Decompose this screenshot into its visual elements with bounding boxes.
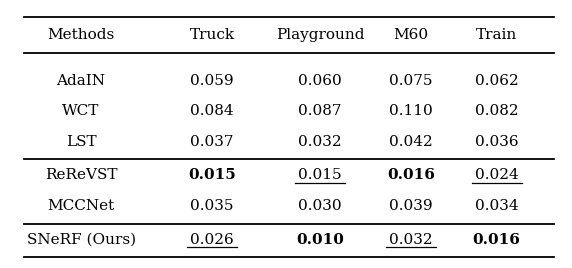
Text: 0.010: 0.010 (296, 233, 344, 247)
Text: 0.075: 0.075 (390, 74, 433, 88)
Text: 0.042: 0.042 (390, 135, 433, 149)
Text: 0.015: 0.015 (299, 168, 342, 182)
Text: 0.087: 0.087 (299, 104, 342, 118)
Text: M60: M60 (394, 28, 429, 42)
Text: 0.059: 0.059 (190, 74, 234, 88)
Text: 0.016: 0.016 (472, 233, 521, 247)
Text: 0.082: 0.082 (475, 104, 518, 118)
Text: SNeRF (Ours): SNeRF (Ours) (26, 233, 136, 247)
Text: 0.110: 0.110 (390, 104, 433, 118)
Text: 0.032: 0.032 (390, 233, 433, 247)
Text: LST: LST (66, 135, 97, 149)
Text: 0.015: 0.015 (188, 168, 236, 182)
Text: 0.026: 0.026 (190, 233, 234, 247)
Text: AdaIN: AdaIN (57, 74, 106, 88)
Text: ReReVST: ReReVST (45, 168, 117, 182)
Text: 0.024: 0.024 (475, 168, 518, 182)
Text: 0.062: 0.062 (475, 74, 518, 88)
Text: 0.032: 0.032 (299, 135, 342, 149)
Text: 0.016: 0.016 (387, 168, 435, 182)
Text: 0.030: 0.030 (299, 199, 342, 213)
Text: 0.036: 0.036 (475, 135, 518, 149)
Text: 0.084: 0.084 (190, 104, 234, 118)
Text: Methods: Methods (47, 28, 115, 42)
Text: 0.035: 0.035 (190, 199, 234, 213)
Text: 0.034: 0.034 (475, 199, 518, 213)
Text: WCT: WCT (62, 104, 100, 118)
Text: MCCNet: MCCNet (47, 199, 115, 213)
Text: 0.037: 0.037 (190, 135, 234, 149)
Text: 0.039: 0.039 (390, 199, 433, 213)
Text: 0.060: 0.060 (298, 74, 342, 88)
Text: Truck: Truck (189, 28, 235, 42)
Text: Playground: Playground (276, 28, 364, 42)
Text: Train: Train (476, 28, 517, 42)
